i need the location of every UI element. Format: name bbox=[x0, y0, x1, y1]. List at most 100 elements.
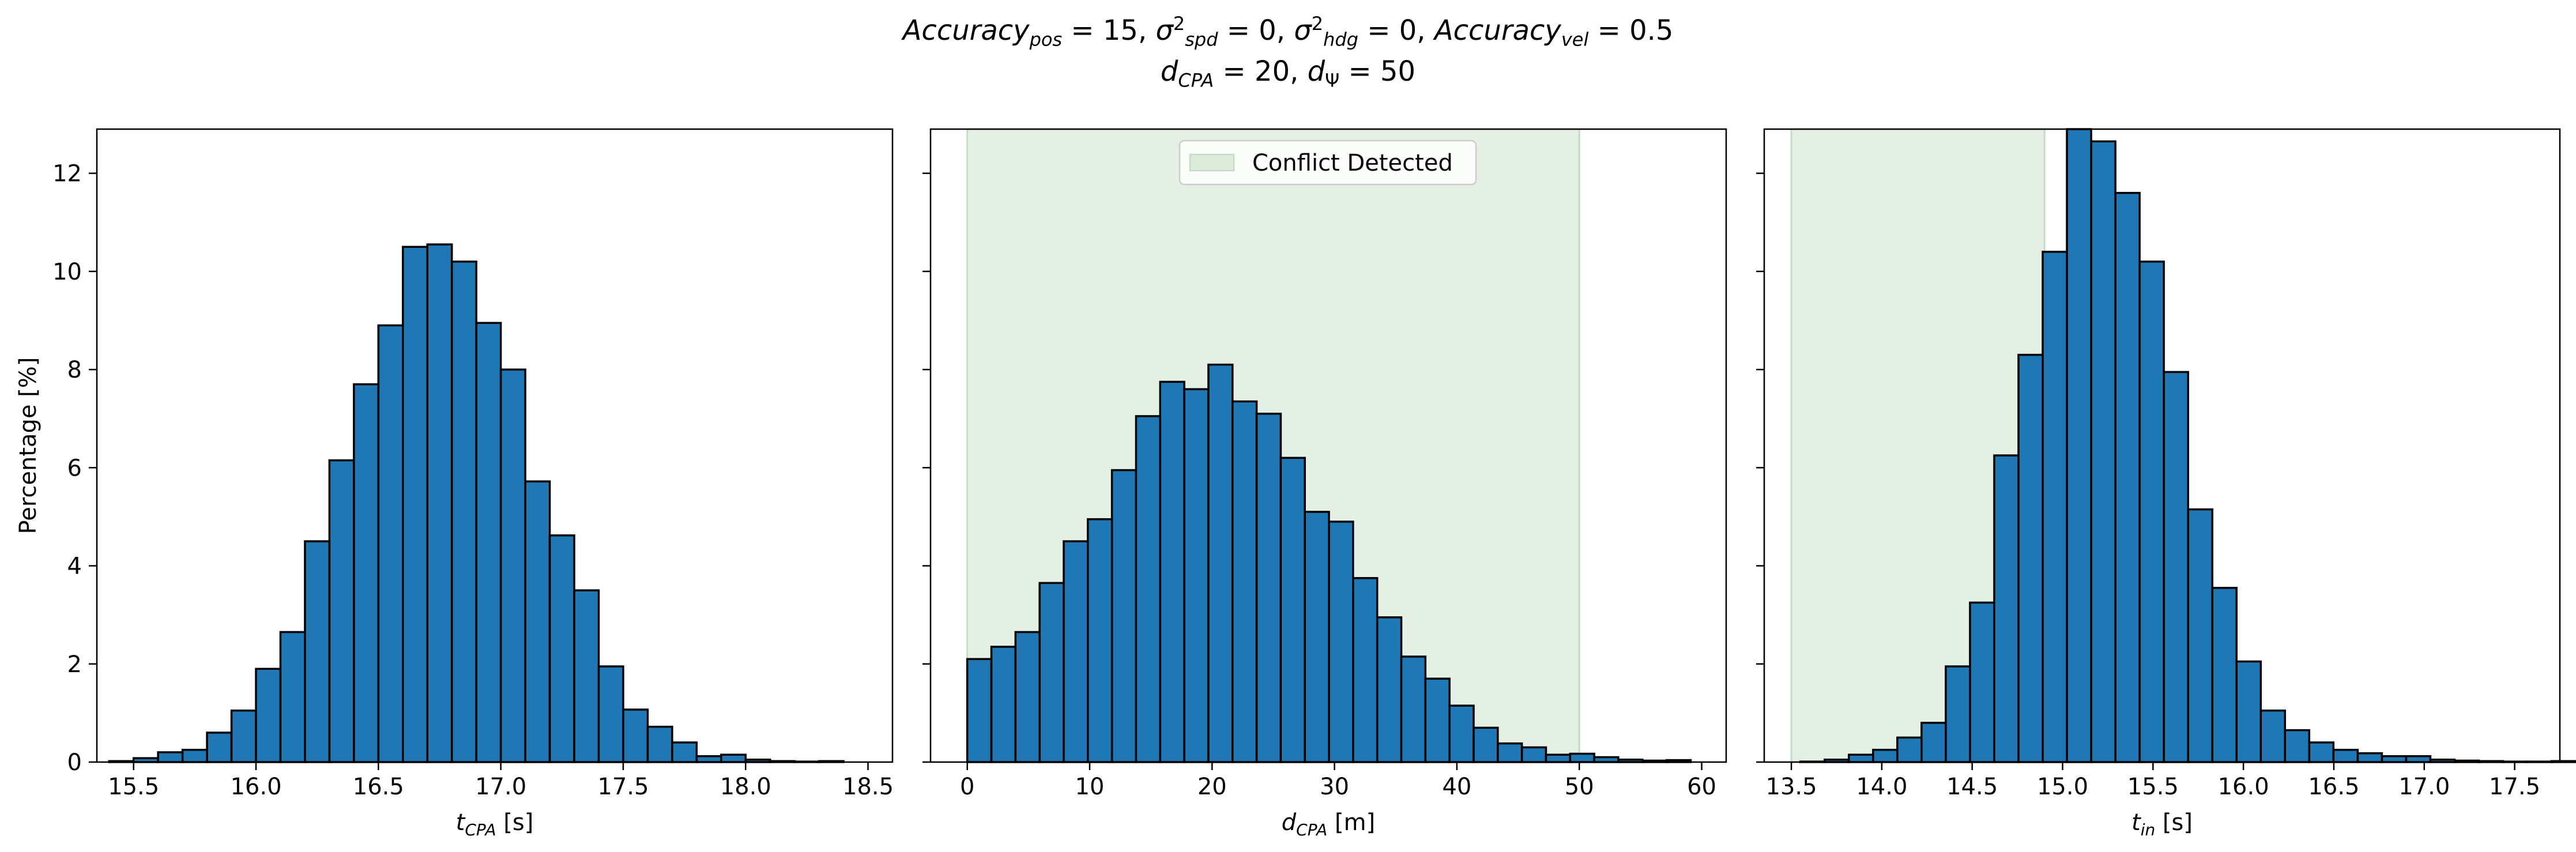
histogram-bar bbox=[2187, 508, 2213, 763]
x-tick-label: 18.0 bbox=[720, 774, 771, 800]
x-tick-label: 14.5 bbox=[1946, 774, 1998, 800]
x-tick-label: 17.0 bbox=[475, 774, 526, 800]
histogram-bar bbox=[1110, 469, 1138, 763]
x-axis-label: tin [s] bbox=[2131, 809, 2193, 839]
histogram-bar bbox=[1207, 363, 1234, 763]
histogram-bar bbox=[1569, 752, 1595, 763]
histogram-bar bbox=[990, 646, 1017, 763]
histogram-bar bbox=[573, 589, 600, 763]
histogram-bar bbox=[2042, 251, 2068, 763]
histogram-bar bbox=[1969, 601, 1995, 763]
x-tick-label: 18.5 bbox=[842, 774, 894, 800]
y-tick-label: 4 bbox=[67, 553, 82, 580]
histogram-bar bbox=[1872, 748, 1899, 763]
histogram-bar bbox=[597, 665, 624, 763]
histogram-bar bbox=[328, 459, 355, 763]
histogram-bar bbox=[622, 708, 649, 763]
histogram-bar bbox=[304, 540, 331, 763]
histogram-bar bbox=[548, 534, 575, 763]
legend-box bbox=[1178, 140, 1477, 186]
histogram-bar bbox=[426, 243, 453, 763]
histogram-bar bbox=[1014, 631, 1041, 763]
y-axis-label: Percentage [%] bbox=[15, 357, 42, 534]
histogram-bar bbox=[695, 755, 722, 763]
histogram-bar bbox=[157, 751, 184, 763]
histogram-bar bbox=[2259, 709, 2287, 763]
histogram-bar bbox=[1920, 722, 1947, 763]
histogram-bar bbox=[402, 246, 428, 763]
x-tick-label: 40 bbox=[1442, 774, 1471, 800]
axes-frame bbox=[1763, 128, 2561, 763]
x-tick-label: 60 bbox=[1687, 774, 1716, 800]
histogram-bar bbox=[2235, 660, 2262, 763]
histogram-bar bbox=[279, 631, 306, 763]
histogram-bar bbox=[2381, 755, 2408, 763]
y-tick-label: 0 bbox=[67, 749, 82, 776]
histogram-d-cpa: 0 10 20 30 40 50 60 dCPA [m] Conflict Detected bbox=[922, 128, 1727, 839]
histogram-bar bbox=[1135, 415, 1162, 763]
histogram-bar bbox=[2017, 353, 2044, 763]
y-tick-label: 10 bbox=[52, 259, 82, 285]
histogram-bar bbox=[2356, 752, 2383, 763]
histogram-t-cpa: 15.5 16.0 16.5 17.0 17.5 18.0 18.5 0 2 4 6 8 10 12 tCP… bbox=[15, 128, 894, 839]
x-tick-label: 0 bbox=[960, 774, 974, 800]
histogram-bar bbox=[1896, 736, 1923, 763]
histogram-bar bbox=[2308, 741, 2335, 763]
histogram-bar bbox=[2066, 128, 2092, 763]
x-tick-label: 16.0 bbox=[230, 774, 281, 800]
legend-swatch bbox=[1189, 153, 1235, 172]
histogram-bar bbox=[1400, 655, 1427, 763]
histogram-bar bbox=[1304, 511, 1330, 763]
y-tick-label: 8 bbox=[67, 357, 82, 383]
histogram-bar bbox=[720, 753, 747, 763]
axes-frame bbox=[96, 128, 894, 763]
histogram-bar bbox=[377, 324, 404, 763]
x-tick-label: 10 bbox=[1075, 774, 1105, 800]
histogram-bar bbox=[2138, 261, 2165, 763]
x-tick-label: 20 bbox=[1197, 774, 1227, 800]
x-tick-label: 17.0 bbox=[2398, 774, 2450, 800]
histogram-bar bbox=[230, 709, 257, 763]
x-tick-label: 15.5 bbox=[2127, 774, 2179, 800]
x-tick-label: 16.5 bbox=[2308, 774, 2359, 800]
histogram-bar bbox=[524, 480, 551, 763]
histogram-bar bbox=[2163, 371, 2189, 763]
legend-label: Conflict Detected bbox=[1252, 150, 1453, 176]
histogram-bar bbox=[1376, 616, 1403, 763]
histogram-bar bbox=[2332, 748, 2359, 763]
histogram-bar bbox=[1063, 540, 1089, 763]
y-tick-label: 2 bbox=[67, 651, 82, 678]
axes-frame bbox=[929, 128, 1727, 763]
x-tick-label: 15.5 bbox=[108, 774, 159, 800]
histogram-bar bbox=[1255, 412, 1282, 763]
y-tick-label: 12 bbox=[52, 161, 82, 187]
histogram-bar bbox=[1087, 518, 1113, 763]
histogram-bar bbox=[1328, 521, 1354, 763]
histogram-bar bbox=[2211, 587, 2238, 763]
histogram-bar bbox=[499, 368, 526, 763]
histogram-bar bbox=[1593, 756, 1620, 763]
histogram-bar bbox=[1424, 677, 1451, 763]
x-axis-label: tCPA [s] bbox=[456, 809, 534, 839]
histogram-bar bbox=[1279, 457, 1306, 763]
histogram-bar bbox=[1183, 388, 1210, 763]
histogram-bar bbox=[2405, 755, 2432, 763]
histogram-bar bbox=[1159, 380, 1185, 763]
x-tick-label: 16.0 bbox=[2218, 774, 2269, 800]
histogram-bar bbox=[1993, 454, 2020, 763]
histogram-bar bbox=[646, 725, 673, 763]
histogram-bar bbox=[475, 322, 502, 763]
histogram-t-in: 13.5 14.0 14.5 15.0 15.5 16.0 16.5 17.0 17.5 tin … bbox=[1756, 128, 2576, 839]
x-tick-label: 50 bbox=[1565, 774, 1594, 800]
x-tick-label: 14.0 bbox=[1856, 774, 1907, 800]
histogram-bar bbox=[1545, 753, 1572, 763]
histogram-bar bbox=[1448, 704, 1475, 763]
x-tick-label: 17.5 bbox=[2489, 774, 2540, 800]
histogram-bar bbox=[1497, 742, 1523, 763]
x-tick-label: 15.0 bbox=[2037, 774, 2088, 800]
histogram-bar bbox=[1520, 746, 1547, 763]
figure-title-line-2: dCPA = 20, dΨ = 50 bbox=[1160, 55, 1416, 92]
histogram-bar bbox=[206, 732, 233, 763]
histogram-bar bbox=[181, 748, 208, 763]
x-tick-label: 13.5 bbox=[1766, 774, 1817, 800]
